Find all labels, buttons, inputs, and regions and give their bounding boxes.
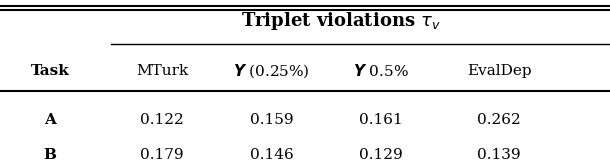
Text: MTurk: MTurk — [136, 64, 188, 78]
Text: $\boldsymbol{Y}$ 0.5%: $\boldsymbol{Y}$ 0.5% — [353, 63, 409, 79]
Text: Triplet violations $\tau_v$: Triplet violations $\tau_v$ — [242, 10, 442, 32]
Text: $\boldsymbol{Y}$ (0.25%): $\boldsymbol{Y}$ (0.25%) — [233, 62, 310, 80]
Text: 0.179: 0.179 — [140, 148, 184, 162]
Text: A: A — [44, 113, 56, 127]
Text: 0.139: 0.139 — [478, 148, 521, 162]
Text: 0.129: 0.129 — [359, 148, 403, 162]
Text: 0.161: 0.161 — [359, 113, 403, 127]
Text: 0.159: 0.159 — [249, 113, 293, 127]
Text: B: B — [43, 148, 57, 162]
Text: EvalDep: EvalDep — [467, 64, 532, 78]
Text: 0.122: 0.122 — [140, 113, 184, 127]
Text: 0.146: 0.146 — [249, 148, 293, 162]
Text: 0.262: 0.262 — [478, 113, 521, 127]
Text: Task: Task — [30, 64, 70, 78]
